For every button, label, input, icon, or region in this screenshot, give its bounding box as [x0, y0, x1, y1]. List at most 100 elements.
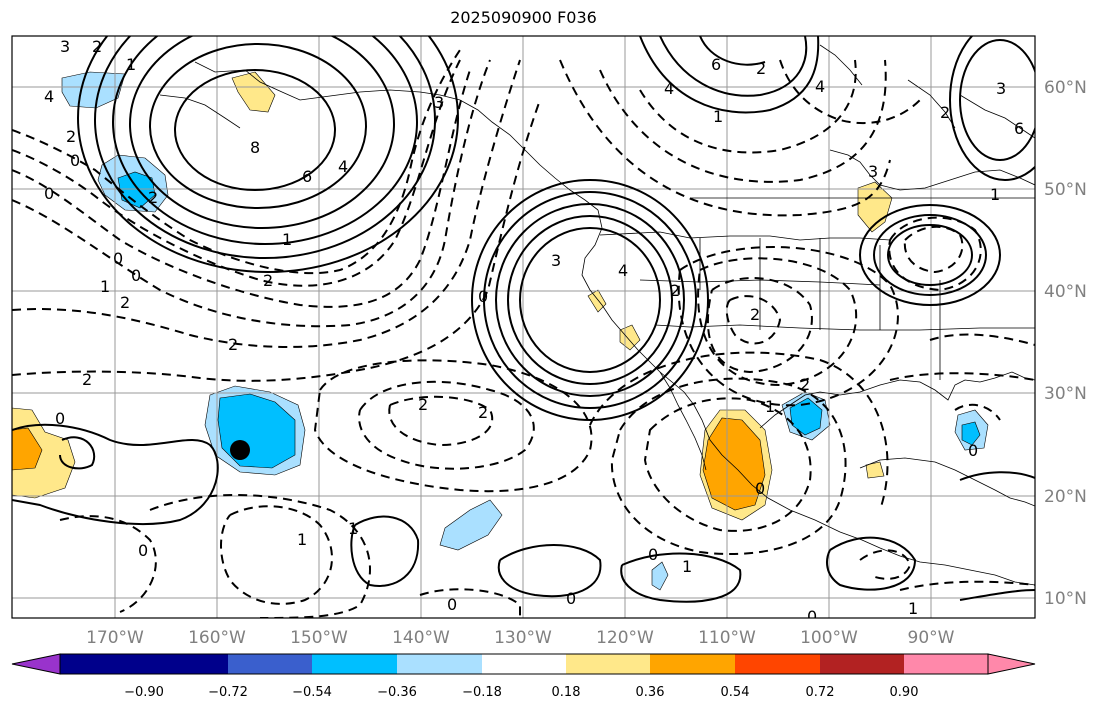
contour-label: 3	[868, 162, 878, 181]
contour-label: 6	[711, 55, 721, 74]
contour-labels: 3 2 4 2 0 0 1 0 1 2 2 2 8 6 4 1 2 0 2 2 …	[44, 37, 1024, 626]
contour-label: 2	[263, 271, 273, 290]
colorbar-segment	[820, 654, 904, 674]
shade-yellow-alaska	[231, 71, 276, 113]
negative-contours	[12, 49, 1035, 618]
shade-orange-west-edge	[12, 427, 43, 471]
contour-label: 3	[434, 93, 444, 112]
longitude-axis: 170°W 160°W 150°W 140°W 130°W 120°W 110°…	[86, 628, 955, 648]
colorbar-frame	[59, 653, 989, 675]
contour-label: 4	[338, 157, 348, 176]
contour-label: 2	[418, 395, 428, 414]
contour-label: 1	[682, 557, 692, 576]
contour-label: 8	[250, 138, 260, 157]
colorbar-segment	[735, 654, 820, 674]
lat-tick-label: 30°N	[1044, 384, 1087, 404]
colorbar-label: 0.18	[552, 685, 581, 700]
shade-cyan-texas	[789, 397, 823, 436]
lon-tick-label: 100°W	[800, 628, 858, 648]
lat-tick-label: 10°N	[1044, 589, 1087, 609]
contour-label: 0	[648, 545, 658, 564]
colorbar-segment	[904, 654, 988, 674]
contour-label: 0	[478, 287, 488, 306]
shade-cyan-gulf	[961, 421, 981, 446]
contour-label: 1	[713, 107, 723, 126]
map-title: 2025090900 F036	[450, 8, 597, 27]
contour-label: 1	[990, 185, 1000, 204]
contour-label: 2	[750, 305, 760, 324]
contour-label: 2	[148, 188, 158, 207]
contour-label: 4	[815, 77, 825, 96]
lon-tick-label: 120°W	[596, 628, 654, 648]
shade-blue-central-pacific	[439, 499, 503, 551]
contour-label: 1	[765, 397, 775, 416]
contour-label: 2	[940, 103, 950, 122]
colorbar-label: 0.54	[721, 685, 750, 700]
lon-tick-label: 90°W	[908, 628, 955, 648]
colorbar-label: −0.18	[462, 685, 502, 700]
shade-yellow-great-lakes	[857, 181, 893, 233]
lon-tick-label: 110°W	[698, 628, 756, 648]
contour-label: 1	[348, 519, 358, 538]
colorbar-segment	[228, 654, 312, 674]
contour-label: 0	[70, 151, 80, 170]
shade-blue-gulf-of-alaska	[61, 71, 126, 109]
contour-label: 2	[756, 59, 766, 78]
lon-tick-label: 150°W	[290, 628, 348, 648]
shaded-field-layer	[12, 71, 989, 591]
contour-label: 2	[120, 293, 130, 312]
coastlines	[159, 44, 1035, 586]
contour-label: 6	[302, 167, 312, 186]
lon-tick-label: 170°W	[86, 628, 144, 648]
colorbar-segment	[566, 654, 650, 674]
contour-label: 4	[664, 79, 674, 98]
colorbar-segment	[397, 654, 482, 674]
colorbar-extend-low	[11, 653, 61, 675]
colorbar-label: 0.90	[890, 685, 919, 700]
shade-yellow-gulf-small	[865, 461, 885, 479]
colorbar-segment	[650, 654, 735, 674]
contour-label: 0	[113, 249, 123, 268]
colorbar-label: −0.90	[124, 685, 164, 700]
contour-label: 4	[44, 87, 54, 106]
latitude-axis: 60°N 50°N 40°N 30°N 20°N 10°N	[1044, 78, 1087, 609]
contour-label: 3	[60, 37, 70, 56]
contour-label: 4	[618, 261, 628, 280]
lat-tick-label: 40°N	[1044, 282, 1087, 302]
contour-label: 2	[66, 127, 76, 146]
contour-label: 0	[44, 184, 54, 203]
contour-label: 2	[800, 375, 810, 394]
shade-orange-mexico	[702, 417, 766, 511]
shade-blue-tropical	[651, 561, 669, 591]
colorbar-label: 0.72	[806, 685, 835, 700]
contour-label: 0	[807, 607, 817, 626]
colorbar-segment	[60, 654, 144, 674]
contour-label: 3	[996, 79, 1006, 98]
contour-label: 0	[755, 479, 765, 498]
lon-tick-label: 130°W	[494, 628, 552, 648]
colorbar: −0.90 −0.72 −0.54 −0.36 −0.18 0.18 0.36 …	[11, 653, 1036, 700]
contour-label: 0	[55, 409, 65, 428]
contour-label: 1	[908, 599, 918, 618]
contour-label: 1	[100, 277, 110, 296]
contour-label: 2	[478, 403, 488, 422]
lon-tick-label: 140°W	[392, 628, 450, 648]
contour-label: 1	[297, 530, 307, 549]
contour-label: 2	[670, 281, 680, 300]
contour-label: 1	[282, 230, 292, 249]
contour-label: 0	[138, 541, 148, 560]
colorbar-segment	[144, 654, 228, 674]
colorbar-label: −0.72	[208, 685, 248, 700]
contour-label: 2	[228, 335, 238, 354]
lat-tick-label: 60°N	[1044, 78, 1087, 98]
positive-contours	[12, 36, 1035, 603]
lon-tick-label: 160°W	[188, 628, 246, 648]
colorbar-segment	[312, 654, 397, 674]
graticule	[12, 36, 1035, 618]
contour-label: 3	[551, 251, 561, 270]
contour-label: 1	[126, 55, 136, 74]
colorbar-label: −0.36	[377, 685, 417, 700]
colorbar-extend-high	[987, 653, 1036, 675]
contour-label: 2	[92, 37, 102, 56]
